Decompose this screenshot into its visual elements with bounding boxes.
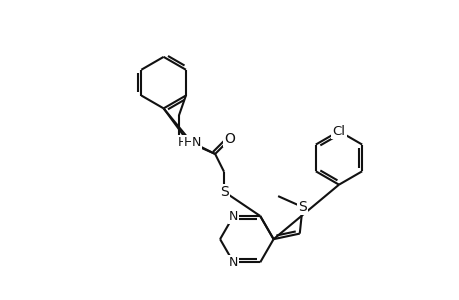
Text: S: S (297, 200, 306, 214)
Text: H: H (177, 136, 187, 148)
Text: N: N (228, 209, 238, 223)
Text: H: H (183, 136, 193, 148)
Text: S: S (219, 184, 228, 199)
Text: N: N (186, 136, 196, 148)
Text: Cl: Cl (332, 125, 345, 138)
Text: N: N (228, 256, 238, 269)
Text: O: O (224, 132, 235, 146)
Text: N: N (191, 136, 201, 148)
